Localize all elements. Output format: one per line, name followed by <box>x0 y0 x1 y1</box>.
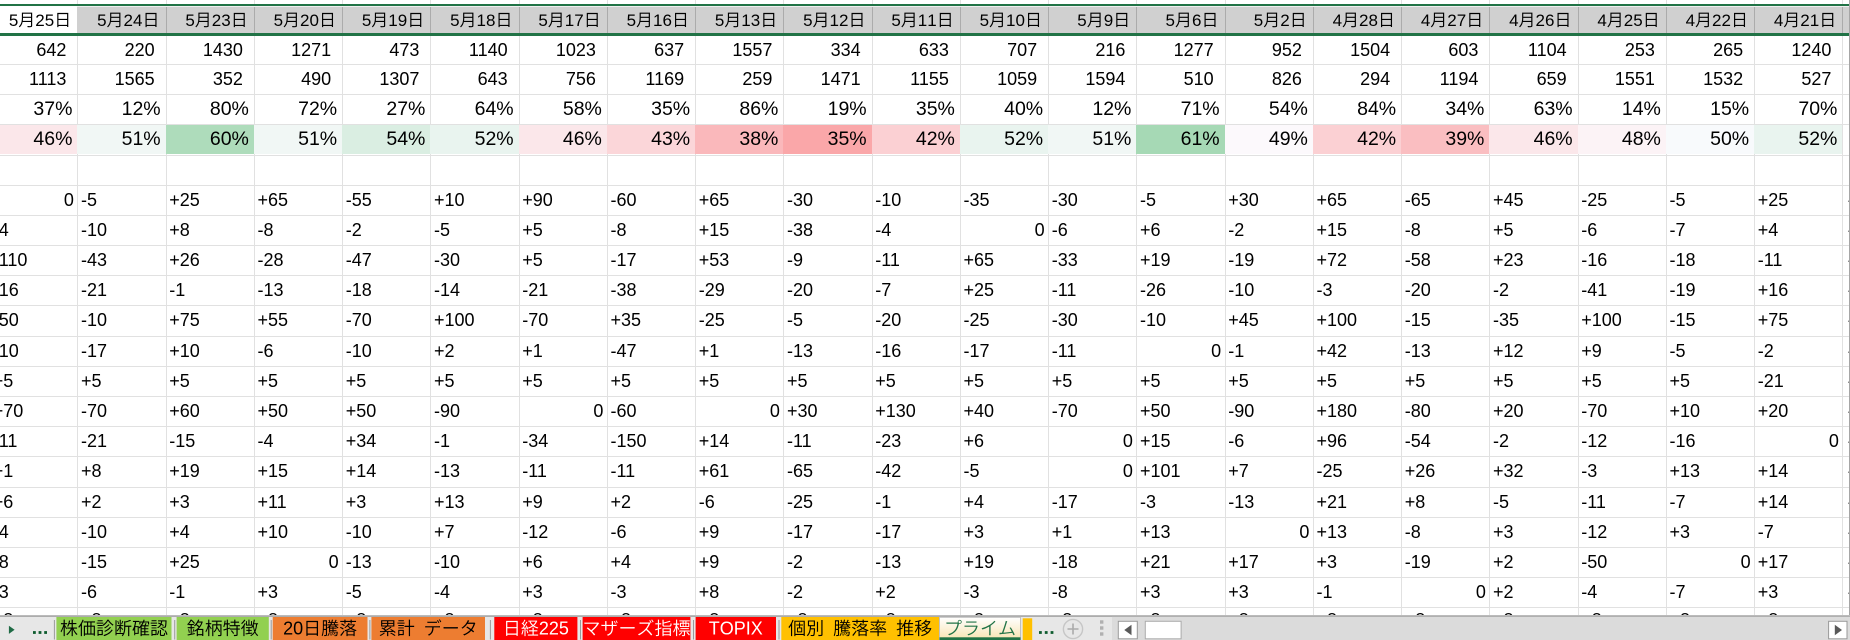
svg-text:5: 5 <box>185 11 194 30</box>
svg-text:4: 4 <box>1774 11 1783 30</box>
svg-text:8: 8 <box>1369 11 1378 30</box>
svg-text:6: 6 <box>663 11 672 30</box>
svg-text:5: 5 <box>45 11 54 30</box>
svg-text:0: 0 <box>310 11 319 30</box>
svg-text:T: T <box>709 618 720 638</box>
svg-text:2: 2 <box>1536 11 1545 30</box>
svg-text:1: 1 <box>1810 11 1819 30</box>
svg-text:I: I <box>746 618 751 638</box>
svg-text:7: 7 <box>574 11 583 30</box>
svg-text:5: 5 <box>274 11 283 30</box>
svg-text:0: 0 <box>293 618 303 638</box>
svg-text:4: 4 <box>1597 11 1606 30</box>
svg-text:5: 5 <box>538 11 547 30</box>
svg-text:5: 5 <box>803 11 812 30</box>
svg-text:5: 5 <box>627 11 636 30</box>
svg-text:2: 2 <box>283 618 293 638</box>
svg-text:4: 4 <box>1509 11 1518 30</box>
svg-text:8: 8 <box>486 11 495 30</box>
svg-text:5: 5 <box>715 11 724 30</box>
svg-text:5: 5 <box>980 11 989 30</box>
svg-text:5: 5 <box>362 11 371 30</box>
svg-text:4: 4 <box>1421 11 1430 30</box>
svg-text:2: 2 <box>35 11 44 30</box>
svg-text:2: 2 <box>539 618 549 638</box>
svg-text:2: 2 <box>839 11 848 30</box>
svg-text:3: 3 <box>221 11 230 30</box>
svg-text:2: 2 <box>1280 11 1289 30</box>
svg-text:2: 2 <box>300 11 309 30</box>
svg-text:9: 9 <box>1104 11 1113 30</box>
svg-text:2: 2 <box>549 618 559 638</box>
svg-text:5: 5 <box>559 618 569 638</box>
svg-text:7: 7 <box>1457 11 1466 30</box>
svg-text:1: 1 <box>918 11 927 30</box>
svg-text:2: 2 <box>1722 11 1731 30</box>
svg-text:5: 5 <box>1077 11 1086 30</box>
svg-text:5: 5 <box>1633 11 1642 30</box>
svg-text:1: 1 <box>477 11 486 30</box>
svg-text:6: 6 <box>1192 11 1201 30</box>
svg-text:5: 5 <box>9 11 18 30</box>
svg-text:4: 4 <box>1686 11 1695 30</box>
svg-text:2: 2 <box>124 11 133 30</box>
svg-text:1: 1 <box>653 11 662 30</box>
svg-text:4: 4 <box>133 11 142 30</box>
svg-text:3: 3 <box>751 11 760 30</box>
svg-text:1: 1 <box>1006 11 1015 30</box>
svg-text:1: 1 <box>388 11 397 30</box>
svg-text:1: 1 <box>741 11 750 30</box>
svg-text:2: 2 <box>1447 11 1456 30</box>
svg-text:5: 5 <box>97 11 106 30</box>
svg-text:O: O <box>720 618 734 638</box>
svg-text:1: 1 <box>565 11 574 30</box>
svg-text:5: 5 <box>1166 11 1175 30</box>
svg-text:2: 2 <box>212 11 221 30</box>
svg-text:4: 4 <box>1333 11 1342 30</box>
svg-text:0: 0 <box>1016 11 1025 30</box>
svg-text:6: 6 <box>1545 11 1554 30</box>
svg-text:X: X <box>751 618 763 638</box>
svg-text:2: 2 <box>1800 11 1809 30</box>
svg-text:9: 9 <box>398 11 407 30</box>
svg-text:P: P <box>734 618 746 638</box>
svg-text:5: 5 <box>1254 11 1263 30</box>
svg-text:2: 2 <box>1712 11 1721 30</box>
svg-text:2: 2 <box>1624 11 1633 30</box>
svg-text:5: 5 <box>450 11 459 30</box>
svg-text:1: 1 <box>927 11 936 30</box>
svg-text:1: 1 <box>830 11 839 30</box>
svg-text:5: 5 <box>891 11 900 30</box>
svg-text:2: 2 <box>1359 11 1368 30</box>
